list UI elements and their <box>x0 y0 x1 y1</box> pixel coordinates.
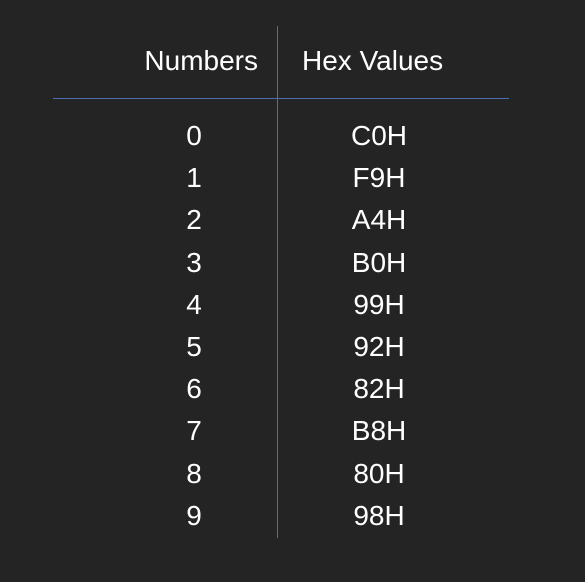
table-row: 6 82H <box>0 368 585 410</box>
table-body: 0 C0H 1 F9H 2 A4H 3 B0H 4 99H 5 92H 6 82… <box>0 115 585 537</box>
table-row: 5 92H <box>0 326 585 368</box>
hex-cell: 99H <box>353 288 405 320</box>
table-row: 7 B8H <box>0 410 585 452</box>
number-cell: 9 <box>186 499 202 531</box>
hex-cell: 92H <box>353 330 405 362</box>
number-cell: 8 <box>186 457 202 489</box>
number-cell: 5 <box>186 330 202 362</box>
number-cell: 1 <box>186 162 202 194</box>
table-row: 8 80H <box>0 453 585 495</box>
number-cell: 4 <box>186 288 202 320</box>
number-cell: 0 <box>186 120 202 151</box>
table-row: 0 C0H <box>0 115 585 157</box>
number-cell: 2 <box>186 204 202 236</box>
header-numbers: Numbers <box>144 45 258 76</box>
table-row: 3 B0H <box>0 242 585 284</box>
header-divider <box>53 98 509 99</box>
hex-cell: 80H <box>353 457 405 489</box>
hex-cell: 98H <box>353 499 405 531</box>
number-cell: 7 <box>186 415 202 447</box>
hex-cell: F9H <box>352 162 406 194</box>
table-row: 4 99H <box>0 284 585 326</box>
hex-cell: A4H <box>351 204 407 236</box>
table-row: 2 A4H <box>0 199 585 241</box>
hex-cell: B8H <box>351 415 407 447</box>
number-cell: 3 <box>186 246 202 278</box>
column-divider <box>277 26 278 538</box>
hex-cell: C0H <box>350 120 407 151</box>
hex-cell: B0H <box>351 246 407 278</box>
number-cell: 6 <box>186 373 202 405</box>
table-row: 1 F9H <box>0 157 585 199</box>
header-hex-values: Hex Values <box>302 45 444 76</box>
hex-cell: 82H <box>353 373 405 405</box>
table-row: 9 98H <box>0 495 585 537</box>
